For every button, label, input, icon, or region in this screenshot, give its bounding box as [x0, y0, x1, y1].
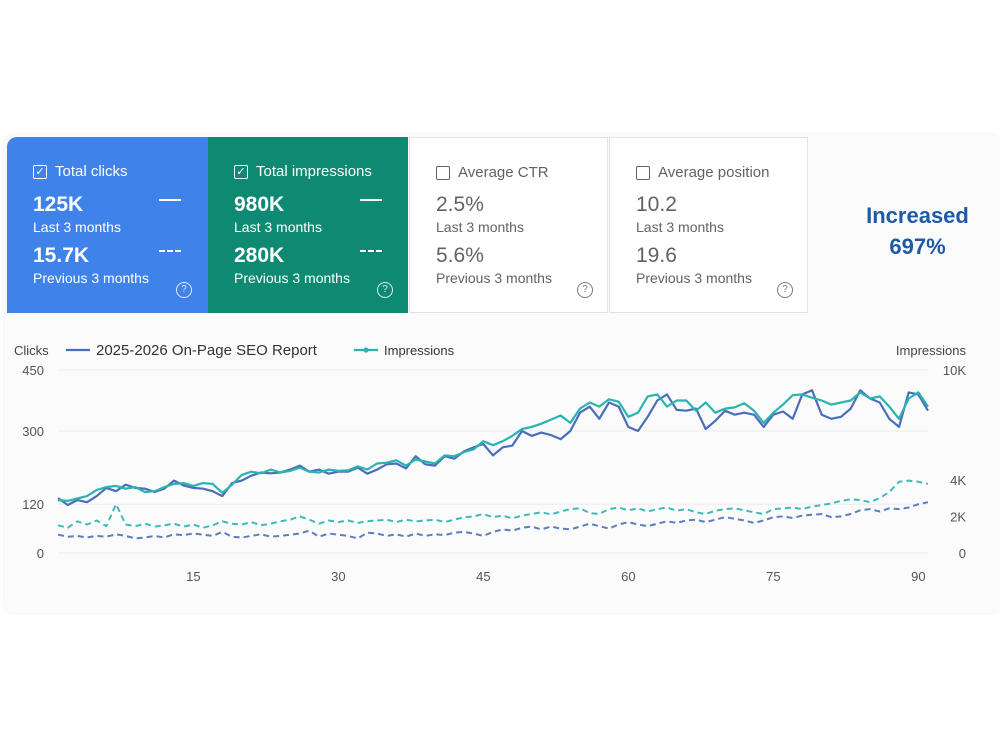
help-icon[interactable]: ? [777, 282, 793, 298]
metric-previous-value: 15.7K [33, 244, 90, 267]
metric-label: Total impressions [256, 163, 372, 180]
metric-previous-value: 5.6% [436, 244, 484, 267]
metric-current-label: Last 3 months [234, 219, 322, 235]
dashed-line-legend-icon [159, 250, 181, 252]
checkbox-unchecked-icon[interactable] [436, 165, 450, 180]
checkbox-checked-icon[interactable]: ✓ [33, 164, 47, 179]
metric-current-value: 2.5% [436, 193, 484, 216]
help-icon[interactable]: ? [577, 282, 593, 298]
metric-label: Total clicks [55, 163, 128, 180]
metric-average-position[interactable]: Average position [609, 137, 808, 313]
checkbox-checked-icon[interactable]: ✓ [234, 164, 248, 179]
metric-previous-value: 280K [234, 244, 285, 267]
help-icon[interactable]: ? [377, 282, 393, 298]
metric-header[interactable]: ✓ Total clicks [33, 163, 128, 180]
callout-line-2: 697% [889, 234, 946, 259]
metric-previous-label: Previous 3 months [234, 270, 350, 286]
metric-current-value: 980K [234, 193, 285, 216]
metric-header[interactable]: Average CTR [436, 164, 549, 181]
metric-previous-value: 19.6 [636, 244, 677, 267]
metric-previous-label: Previous 3 months [33, 270, 149, 286]
metric-total-impressions[interactable]: ✓ Total impressions [208, 137, 408, 313]
metric-label: Average CTR [458, 164, 549, 181]
metric-header[interactable]: Average position [636, 164, 769, 181]
metric-previous-label: Previous 3 months [636, 270, 752, 286]
metric-previous-label: Previous 3 months [436, 270, 552, 286]
metric-current-value: 125K [33, 193, 84, 216]
checkbox-unchecked-icon[interactable] [636, 165, 650, 180]
metric-total-clicks[interactable]: ✓ Total clicks [7, 137, 208, 313]
callout-line-1: Increased [866, 203, 969, 228]
metric-header[interactable]: ✓ Total impressions [234, 163, 372, 180]
solid-line-legend-icon [360, 199, 382, 201]
metric-current-label: Last 3 months [33, 219, 121, 235]
metric-current-label: Last 3 months [436, 219, 524, 235]
solid-line-legend-icon [159, 199, 181, 201]
metric-label: Average position [658, 164, 770, 181]
metric-average-ctr[interactable]: Average CTR [409, 137, 608, 313]
increase-callout: Increased 697% [840, 200, 995, 262]
help-icon[interactable]: ? [176, 282, 192, 298]
metric-current-value: 10.2 [636, 193, 677, 216]
metric-current-label: Last 3 months [636, 219, 724, 235]
dashed-line-legend-icon [360, 250, 382, 252]
